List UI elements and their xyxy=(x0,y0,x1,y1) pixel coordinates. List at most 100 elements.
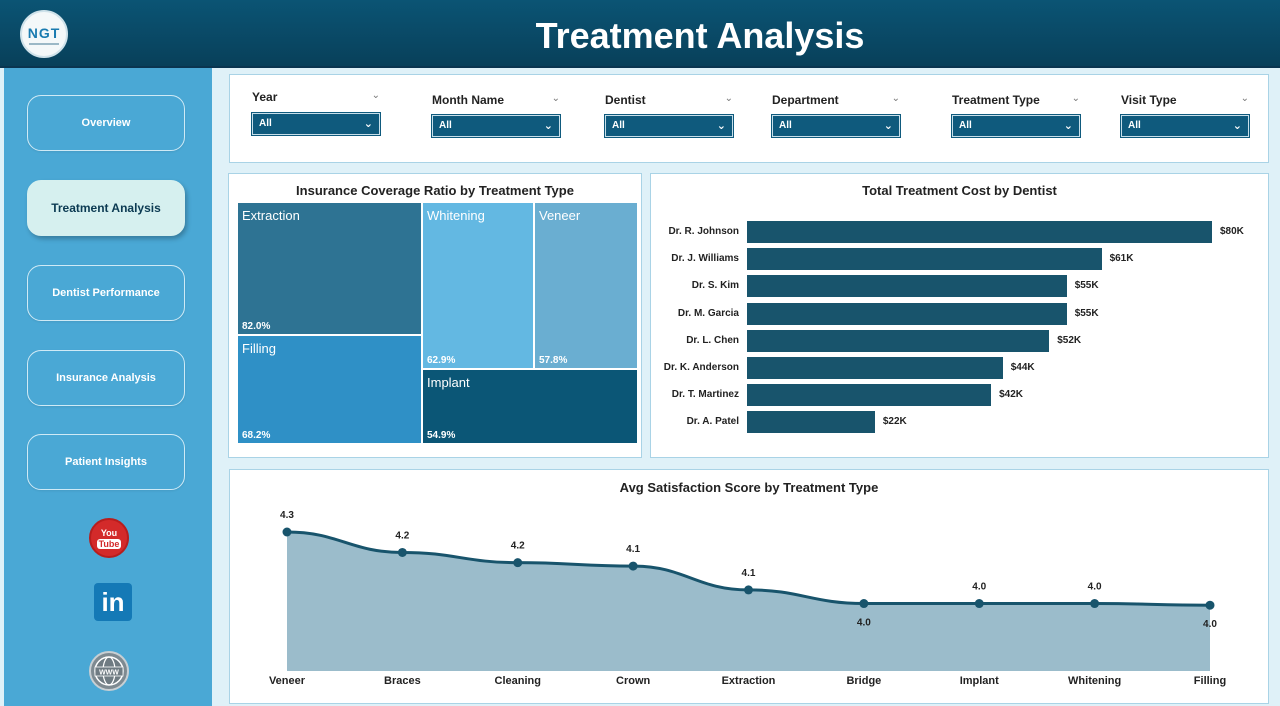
satisfaction-value-label: 4.2 xyxy=(395,530,409,541)
bar-value-label: $22K xyxy=(882,416,907,428)
bar-value-label: $52K xyxy=(1057,334,1082,346)
treemap-cell-label: Extraction xyxy=(242,208,300,223)
page-title: Treatment Analysis xyxy=(535,15,865,56)
slicer-treatment-type-dropdown[interactable]: All ⌄ xyxy=(951,114,1081,138)
satisfaction-point-filling[interactable] xyxy=(1205,600,1215,610)
treemap-panel: Insurance Coverage Ratio by Treatment Ty… xyxy=(228,173,642,458)
satisfaction-value-label: 4.1 xyxy=(626,544,640,555)
slicer-visit-type-dropdown[interactable]: All ⌄ xyxy=(1120,114,1250,138)
nav-treatment-analysis-button[interactable]: Treatment Analysis xyxy=(27,180,185,236)
slicer-month-dropdown[interactable]: All ⌄ xyxy=(431,114,561,138)
header-bar: NGT Treatment Analysis xyxy=(0,0,1280,68)
bar-dr-m-garcia[interactable] xyxy=(747,302,1067,325)
logo-underline xyxy=(29,43,59,45)
bar-category-label: Dr. J. Williams xyxy=(671,253,739,265)
bar-category-label: Dr. L. Chen xyxy=(686,334,739,346)
satisfaction-category-label: Crown xyxy=(616,675,651,687)
nav-patient-insights-button[interactable]: Patient Insights xyxy=(27,434,185,490)
bar-dr-l-chen[interactable] xyxy=(747,329,1050,352)
slicer-dentist-chevron-icon[interactable]: ⌄ xyxy=(724,93,733,104)
bar-category-label: Dr. S. Kim xyxy=(691,280,739,292)
treemap-cell-label: Implant xyxy=(427,375,470,390)
satisfaction-value-label: 4.1 xyxy=(742,568,756,579)
treemap-chart: Extraction 82.0% Whitening 62.9% Veneer … xyxy=(237,202,638,444)
dentist-cost-title: Total Treatment Cost by Dentist xyxy=(862,183,1057,198)
satisfaction-point-braces[interactable] xyxy=(397,547,407,557)
bar-dr-j-williams[interactable] xyxy=(747,248,1102,271)
satisfaction-category-label: Veneer xyxy=(269,675,306,687)
treemap-cell-label: Filling xyxy=(242,341,276,356)
bar-dr-k-anderson[interactable] xyxy=(747,357,1003,379)
bar-dr-t-martinez[interactable] xyxy=(747,384,992,407)
globe-icon-graphic: WWW xyxy=(94,656,124,686)
youtube-icon[interactable]: You Tube xyxy=(89,518,129,558)
bar-category-label: Dr. R. Johnson xyxy=(668,226,739,237)
treemap-cell-value: 57.8% xyxy=(539,355,568,366)
youtube-icon-text-top: You xyxy=(100,527,118,538)
satisfaction-category-label: Implant xyxy=(960,675,999,687)
chevron-down-icon: ⌄ xyxy=(363,118,373,130)
treemap-cell-extraction[interactable]: Extraction 82.0% xyxy=(237,202,422,335)
satisfaction-point-bridge[interactable] xyxy=(859,599,869,609)
satisfaction-value-label: 4.0 xyxy=(972,582,986,593)
bar-dr-a-patel[interactable] xyxy=(747,411,875,434)
treemap-cell-implant[interactable]: Implant 54.9% xyxy=(422,369,638,444)
bar-dr-r-johnson[interactable] xyxy=(747,221,1212,243)
linkedin-icon[interactable]: in xyxy=(94,583,132,621)
bar-category-label: Dr. T. Martinez xyxy=(671,389,739,401)
slicer-visit-type-value: All xyxy=(1128,120,1141,131)
satisfaction-point-cleaning[interactable] xyxy=(513,558,523,568)
bar-category-label: Dr. M. Garcia xyxy=(677,307,739,319)
slicer-month-chevron-icon[interactable]: ⌄ xyxy=(551,93,560,104)
treemap-title: Insurance Coverage Ratio by Treatment Ty… xyxy=(296,183,574,198)
bar-category-label: Dr. K. Anderson xyxy=(663,362,739,373)
satisfaction-point-implant[interactable] xyxy=(974,599,984,609)
treemap-cell-value: 68.2% xyxy=(242,430,271,441)
bar-category-label: Dr. A. Patel xyxy=(686,416,739,428)
slicer-month-value: All xyxy=(439,120,452,131)
satisfaction-value-label: 4.0 xyxy=(1088,582,1102,593)
nav-dentist-performance-button[interactable]: Dentist Performance xyxy=(27,265,185,321)
bar-value-label: $55K xyxy=(1074,307,1099,319)
slicer-dentist-value: All xyxy=(612,120,625,131)
treemap-cell-veneer[interactable]: Veneer 57.8% xyxy=(534,202,638,369)
slicer-dentist-dropdown[interactable]: All ⌄ xyxy=(604,114,734,138)
satisfaction-point-veneer[interactable] xyxy=(282,527,292,537)
satisfaction-point-whitening[interactable] xyxy=(1090,599,1100,609)
satisfaction-category-label: Whitening xyxy=(1068,675,1121,687)
chevron-down-icon: ⌄ xyxy=(543,120,553,132)
bar-value-label: $42K xyxy=(999,389,1024,401)
slicer-year-chevron-icon[interactable]: ⌄ xyxy=(371,90,380,101)
satisfaction-category-label: Cleaning xyxy=(495,675,541,687)
dentist-cost-panel: Total Treatment Cost by Dentist Dr. R. J… xyxy=(650,173,1269,458)
slicer-treatment-type-label: Treatment Type xyxy=(952,93,1040,107)
bar-dr-s-kim[interactable] xyxy=(747,275,1067,298)
satisfaction-category-label: Filling xyxy=(1194,675,1226,687)
slicer-year-value: All xyxy=(259,118,272,129)
chevron-down-icon: ⌄ xyxy=(716,120,726,132)
slicer-year-dropdown[interactable]: All ⌄ xyxy=(251,112,381,136)
slicer-year-label: Year xyxy=(252,90,278,104)
slicer-department-dropdown[interactable]: All ⌄ xyxy=(771,114,901,138)
satisfaction-value-label: 4.0 xyxy=(1203,619,1217,630)
bar-value-label: $55K xyxy=(1074,280,1099,292)
slicer-visit-type-label: Visit Type xyxy=(1121,93,1177,107)
website-globe-icon[interactable]: WWW xyxy=(89,651,129,691)
slicer-treatment-type-value: All xyxy=(959,120,972,131)
slicer-visit-type-chevron-icon[interactable]: ⌄ xyxy=(1240,93,1249,104)
treemap-cell-filling[interactable]: Filling 68.2% xyxy=(237,335,422,444)
bar-value-label: $80K xyxy=(1220,226,1244,237)
bar-value-label: $61K xyxy=(1109,253,1134,265)
slicer-department-chevron-icon[interactable]: ⌄ xyxy=(891,93,900,104)
treemap-cell-whitening[interactable]: Whitening 62.9% xyxy=(422,202,534,369)
slicer-department: Department ⌄ All ⌄ xyxy=(771,93,901,138)
slicer-dentist-label: Dentist xyxy=(605,93,646,107)
satisfaction-point-extraction[interactable] xyxy=(744,585,753,595)
company-logo[interactable]: NGT xyxy=(20,10,68,58)
slicer-month-label: Month Name xyxy=(432,93,504,107)
slicer-year: Year ⌄ All ⌄ xyxy=(251,90,381,136)
slicer-treatment-type-chevron-icon[interactable]: ⌄ xyxy=(1071,93,1080,104)
satisfaction-point-crown[interactable] xyxy=(628,561,638,571)
nav-insurance-analysis-button[interactable]: Insurance Analysis xyxy=(27,350,185,406)
nav-overview-button[interactable]: Overview xyxy=(27,95,185,151)
